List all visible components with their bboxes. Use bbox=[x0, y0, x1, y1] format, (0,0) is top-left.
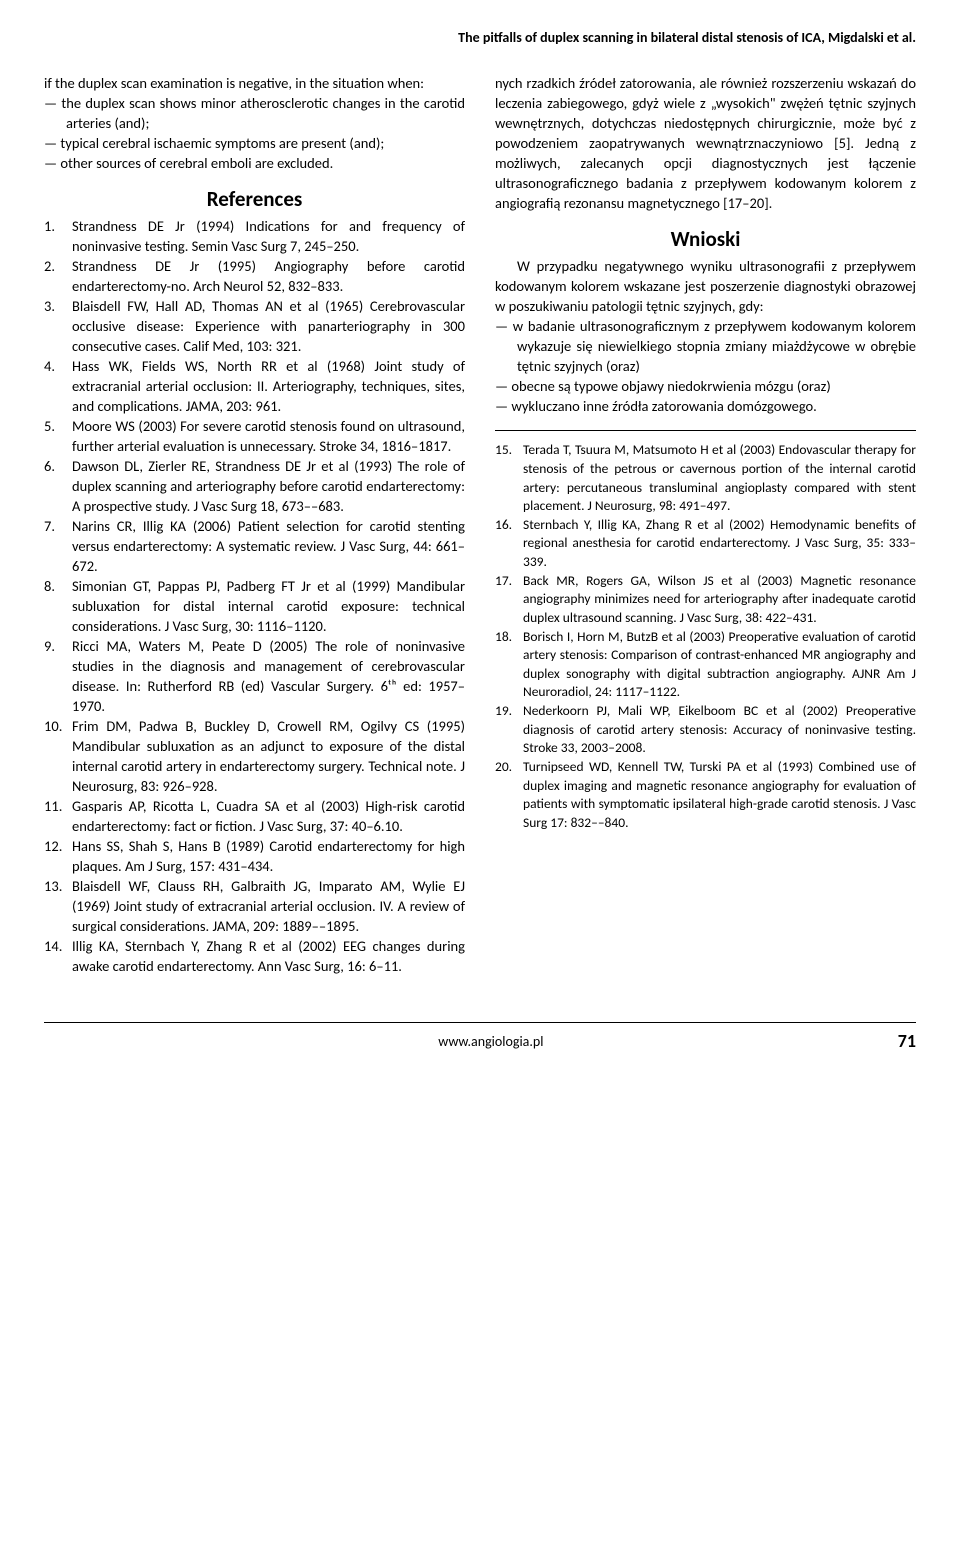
references-right-block: 15.Terada T, Tsuura M, Matsumoto H et al… bbox=[495, 430, 916, 832]
reference-text: Simonian GT, Pappas PJ, Padberg FT Jr et… bbox=[72, 576, 465, 636]
reference-text: Frim DM, Padwa B, Buckley D, Crowell RM,… bbox=[72, 716, 465, 796]
reference-number: 19. bbox=[495, 702, 523, 758]
right-column: nych rzadkich źródeł zatorowania, ale ró… bbox=[495, 73, 916, 976]
polish-paragraph-1: nych rzadkich źródeł zatorowania, ale ró… bbox=[495, 73, 916, 213]
reference-number: 14. bbox=[44, 936, 72, 976]
references-list-right: 15.Terada T, Tsuura M, Matsumoto H et al… bbox=[495, 441, 916, 832]
reference-item: 9.Ricci MA, Waters M, Peate D (2005) The… bbox=[44, 636, 465, 716]
polish-paragraph-2: W przypadku negatywnego wyniku ultrasono… bbox=[495, 256, 916, 316]
intro-paragraph: if the duplex scan examination is negati… bbox=[44, 73, 465, 93]
running-head: The pitfalls of duplex scanning in bilat… bbox=[44, 28, 916, 47]
wnioski-item: — obecne są typowe objawy niedokrwienia … bbox=[495, 376, 916, 396]
reference-text: Strandness DE Jr (1995) Angiography befo… bbox=[72, 256, 465, 296]
reference-item: 2.Strandness DE Jr (1995) Angiography be… bbox=[44, 256, 465, 296]
reference-item: 20.Turnipseed WD, Kennell TW, Turski PA … bbox=[495, 758, 916, 833]
criteria-list: — the duplex scan shows minor atheroscle… bbox=[44, 93, 465, 173]
reference-item: 14.Illig KA, Sternbach Y, Zhang R et al … bbox=[44, 936, 465, 976]
reference-number: 4. bbox=[44, 356, 72, 416]
reference-text: Borisch I, Horn M, ButzB et al (2003) Pr… bbox=[523, 628, 916, 703]
reference-text: Gasparis AP, Ricotta L, Cuadra SA et al … bbox=[72, 796, 465, 836]
reference-number: 8. bbox=[44, 576, 72, 636]
reference-number: 9. bbox=[44, 636, 72, 716]
reference-number: 18. bbox=[495, 628, 523, 703]
reference-text: Strandness DE Jr (1994) Indications for … bbox=[72, 216, 465, 256]
reference-text: Dawson DL, Zierler RE, Strandness DE Jr … bbox=[72, 456, 465, 516]
reference-text: Turnipseed WD, Kennell TW, Turski PA et … bbox=[523, 758, 916, 833]
reference-item: 4.Hass WK, Fields WS, North RR et al (19… bbox=[44, 356, 465, 416]
reference-number: 6. bbox=[44, 456, 72, 516]
reference-number: 12. bbox=[44, 836, 72, 876]
reference-item: 6.Dawson DL, Zierler RE, Strandness DE J… bbox=[44, 456, 465, 516]
reference-text: Nederkoorn PJ, Mali WP, Eikelboom BC et … bbox=[523, 702, 916, 758]
reference-number: 7. bbox=[44, 516, 72, 576]
reference-number: 20. bbox=[495, 758, 523, 833]
reference-number: 17. bbox=[495, 572, 523, 628]
reference-item: 16.Sternbach Y, Illig KA, Zhang R et al … bbox=[495, 516, 916, 572]
references-list-left: 1.Strandness DE Jr (1994) Indications fo… bbox=[44, 216, 465, 976]
reference-item: 17.Back MR, Rogers GA, Wilson JS et al (… bbox=[495, 572, 916, 628]
reference-number: 15. bbox=[495, 441, 523, 516]
reference-text: Back MR, Rogers GA, Wilson JS et al (200… bbox=[523, 572, 916, 628]
reference-item: 15.Terada T, Tsuura M, Matsumoto H et al… bbox=[495, 441, 916, 516]
reference-number: 13. bbox=[44, 876, 72, 936]
reference-item: 5.Moore WS (2003) For severe carotid ste… bbox=[44, 416, 465, 456]
reference-item: 3.Blaisdell FW, Hall AD, Thomas AN et al… bbox=[44, 296, 465, 356]
reference-item: 7.Narins CR, Illig KA (2006) Patient sel… bbox=[44, 516, 465, 576]
reference-number: 16. bbox=[495, 516, 523, 572]
reference-number: 11. bbox=[44, 796, 72, 836]
reference-item: 18.Borisch I, Horn M, ButzB et al (2003)… bbox=[495, 628, 916, 703]
divider-line bbox=[495, 430, 916, 431]
reference-text: Terada T, Tsuura M, Matsumoto H et al (2… bbox=[523, 441, 916, 516]
reference-number: 1. bbox=[44, 216, 72, 256]
reference-number: 10. bbox=[44, 716, 72, 796]
reference-text: Hans SS, Shah S, Hans B (1989) Carotid e… bbox=[72, 836, 465, 876]
wnioski-item: — w badanie ultrasonograficznym z przepł… bbox=[495, 316, 916, 376]
two-column-layout: if the duplex scan examination is negati… bbox=[44, 73, 916, 976]
reference-item: 11.Gasparis AP, Ricotta L, Cuadra SA et … bbox=[44, 796, 465, 836]
wnioski-heading: Wnioski bbox=[495, 225, 916, 254]
reference-number: 5. bbox=[44, 416, 72, 456]
criteria-item: — the duplex scan shows minor atheroscle… bbox=[44, 93, 465, 133]
reference-item: 13.Blaisdell WF, Clauss RH, Galbraith JG… bbox=[44, 876, 465, 936]
reference-item: 1.Strandness DE Jr (1994) Indications fo… bbox=[44, 216, 465, 256]
reference-text: Illig KA, Sternbach Y, Zhang R et al (20… bbox=[72, 936, 465, 976]
reference-item: 10.Frim DM, Padwa B, Buckley D, Crowell … bbox=[44, 716, 465, 796]
wnioski-list: — w badanie ultrasonograficznym z przepł… bbox=[495, 316, 916, 416]
reference-text: Sternbach Y, Illig KA, Zhang R et al (20… bbox=[523, 516, 916, 572]
criteria-item: — other sources of cerebral emboli are e… bbox=[44, 153, 465, 173]
criteria-item: — typical cerebral ischaemic symptoms ar… bbox=[44, 133, 465, 153]
page-footer: www.angiologia.pl 71 bbox=[44, 1022, 916, 1054]
reference-text: Blaisdell WF, Clauss RH, Galbraith JG, I… bbox=[72, 876, 465, 936]
reference-text: Moore WS (2003) For severe carotid steno… bbox=[72, 416, 465, 456]
reference-number: 2. bbox=[44, 256, 72, 296]
reference-text: Hass WK, Fields WS, North RR et al (1968… bbox=[72, 356, 465, 416]
references-heading: References bbox=[44, 185, 465, 214]
wnioski-item: — wykluczano inne źródła zatorowania dom… bbox=[495, 396, 916, 416]
reference-text: Blaisdell FW, Hall AD, Thomas AN et al (… bbox=[72, 296, 465, 356]
reference-text: Narins CR, Illig KA (2006) Patient selec… bbox=[72, 516, 465, 576]
reference-text: Ricci MA, Waters M, Peate D (2005) The r… bbox=[72, 636, 465, 716]
reference-item: 12.Hans SS, Shah S, Hans B (1989) Caroti… bbox=[44, 836, 465, 876]
reference-number: 3. bbox=[44, 296, 72, 356]
footer-site-url: www.angiologia.pl bbox=[438, 1032, 543, 1051]
footer-page-number: 71 bbox=[898, 1029, 916, 1054]
reference-item: 19.Nederkoorn PJ, Mali WP, Eikelboom BC … bbox=[495, 702, 916, 758]
left-column: if the duplex scan examination is negati… bbox=[44, 73, 465, 976]
reference-item: 8.Simonian GT, Pappas PJ, Padberg FT Jr … bbox=[44, 576, 465, 636]
